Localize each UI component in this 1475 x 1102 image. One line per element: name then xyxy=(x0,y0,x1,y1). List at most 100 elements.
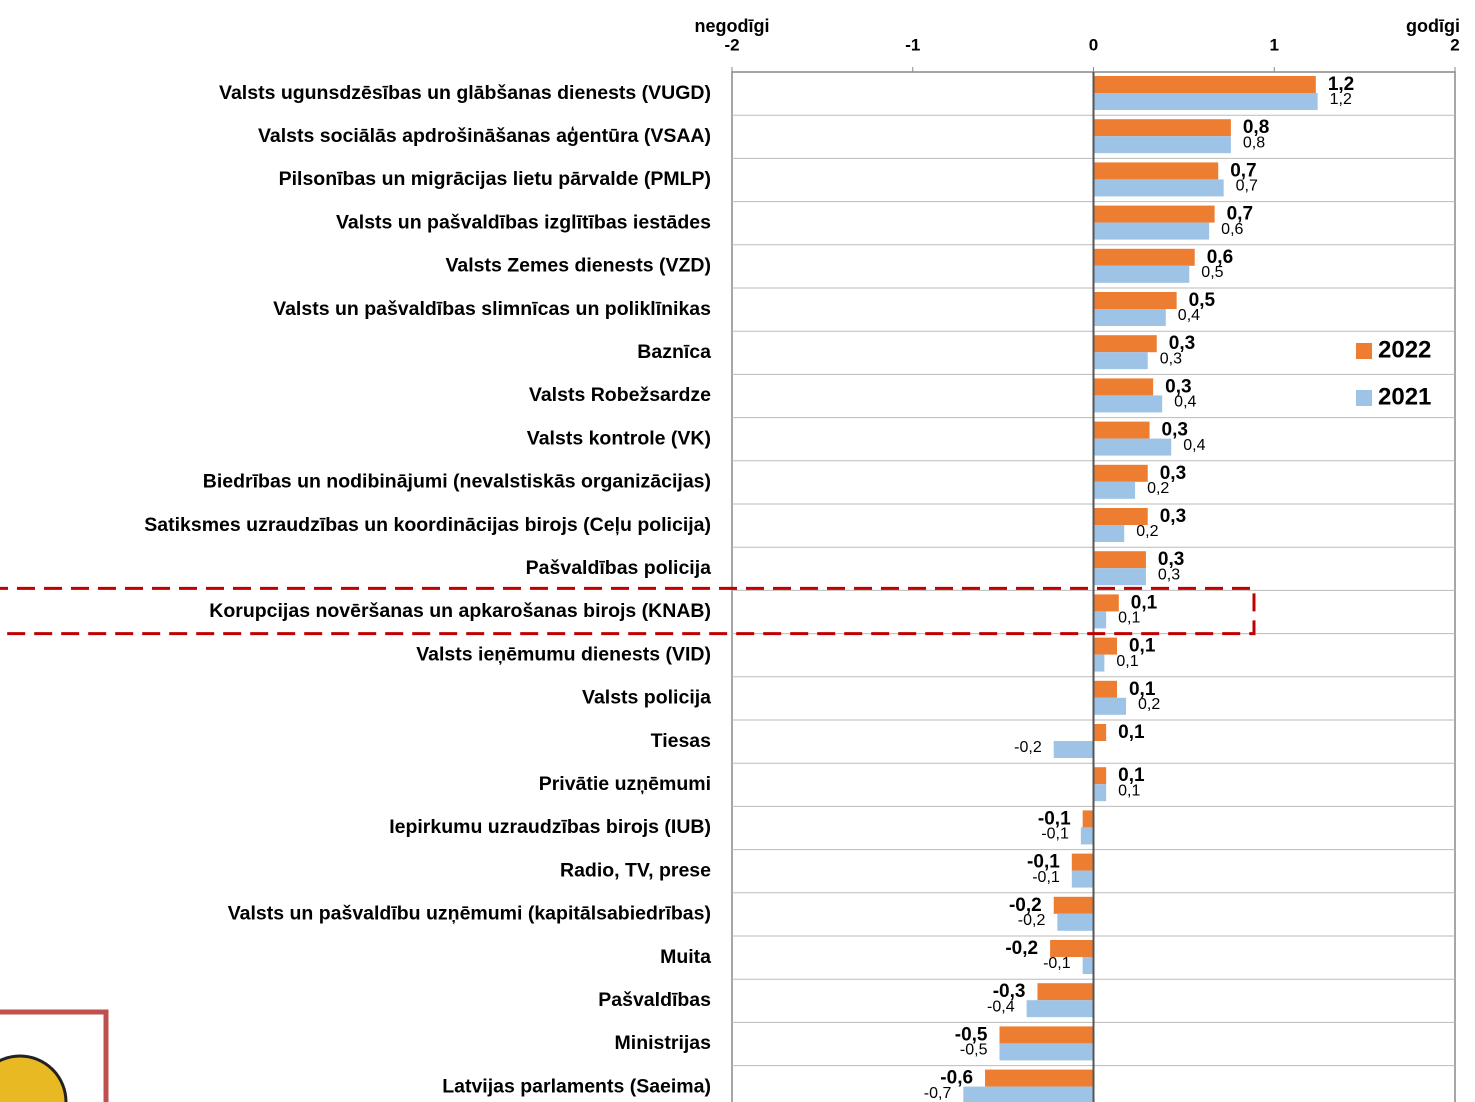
data-label: -0,4 xyxy=(987,998,1015,1015)
data-label: 0,3 xyxy=(1165,376,1191,397)
data-label: 0,3 xyxy=(1158,566,1180,583)
category-label: Radio, TV, prese xyxy=(560,859,711,881)
category-label: Valsts policija xyxy=(582,687,711,709)
data-label: 0,3 xyxy=(1162,420,1188,441)
legend-swatch xyxy=(1356,343,1372,359)
category-label: Pašvaldības xyxy=(598,989,711,1011)
category-label: Iepirkumu uzraudzības birojs (IUB) xyxy=(389,816,711,838)
data-label: 0,7 xyxy=(1227,204,1253,225)
data-label: 0,1 xyxy=(1129,679,1156,700)
category-label: Latvijas parlaments (Saeima) xyxy=(442,1075,711,1097)
bar xyxy=(1053,741,1094,758)
data-label: 0,5 xyxy=(1189,290,1216,311)
bar xyxy=(1093,767,1107,785)
data-label: -0,1 xyxy=(1041,826,1069,843)
data-label: 0,4 xyxy=(1183,437,1205,454)
data-label: 0,4 xyxy=(1178,307,1200,324)
data-label: 0,1 xyxy=(1118,722,1145,743)
data-label: 0,2 xyxy=(1138,696,1160,713)
category-label: Valsts ieņēmumu dienests (VID) xyxy=(416,643,711,665)
bar xyxy=(1080,827,1094,845)
axis-label-left: negodīgi xyxy=(695,16,770,36)
data-label: 0,7 xyxy=(1230,160,1256,181)
bar xyxy=(1093,119,1231,137)
legend-label: 2022 xyxy=(1378,336,1431,363)
bar xyxy=(963,1086,1094,1102)
bar xyxy=(1093,724,1107,741)
data-label: 0,1 xyxy=(1118,765,1145,786)
data-label: 0,3 xyxy=(1169,333,1195,354)
data-label: -0,1 xyxy=(1032,869,1060,886)
bar xyxy=(1093,784,1107,802)
data-label: 0,8 xyxy=(1243,134,1265,151)
bar xyxy=(1071,853,1094,871)
bar xyxy=(1093,594,1119,612)
x-tick-label: -1 xyxy=(905,35,920,54)
data-label: 0,3 xyxy=(1160,350,1182,367)
x-tick-label: 2 xyxy=(1450,35,1459,54)
data-label: -0,5 xyxy=(960,1042,988,1059)
x-tick-label: -2 xyxy=(724,35,739,54)
bar xyxy=(1082,957,1094,974)
bar xyxy=(1093,654,1105,672)
bar xyxy=(1093,205,1215,223)
bar xyxy=(1082,810,1094,828)
data-label: 0,2 xyxy=(1136,523,1158,540)
category-label: Privātie uzņēmumi xyxy=(539,773,711,795)
bar xyxy=(1093,248,1195,266)
bar xyxy=(1093,680,1117,698)
data-label: -0,1 xyxy=(1038,808,1071,829)
bar xyxy=(985,1069,1094,1087)
data-label: 0,8 xyxy=(1243,117,1269,138)
category-label: Korupcijas novēršanas un apkarošanas bir… xyxy=(209,600,711,622)
bar xyxy=(999,1043,1094,1061)
data-label: -0,6 xyxy=(940,1068,973,1089)
bar xyxy=(1093,481,1136,499)
bar xyxy=(1093,179,1224,197)
data-label: 0,6 xyxy=(1221,221,1243,238)
bar xyxy=(1050,940,1094,957)
bar xyxy=(1093,568,1146,586)
highlight-box xyxy=(0,586,1256,636)
data-label: -0,7 xyxy=(924,1085,952,1102)
bar xyxy=(1093,222,1210,240)
bar xyxy=(1026,1000,1094,1018)
data-label: 0,1 xyxy=(1118,610,1140,627)
data-label: -0,1 xyxy=(1027,852,1060,873)
data-label: 0,1 xyxy=(1131,592,1158,613)
logo-emblem xyxy=(0,1054,68,1102)
bar xyxy=(1057,913,1094,931)
data-label: -0,2 xyxy=(1005,938,1038,959)
x-tick-label: 1 xyxy=(1270,35,1279,54)
bar xyxy=(1071,870,1094,888)
logo-frame xyxy=(0,1009,109,1102)
data-label: 0,5 xyxy=(1201,264,1223,281)
bar xyxy=(1093,378,1154,396)
bar xyxy=(1093,162,1219,180)
category-label: Valsts Robežsardze xyxy=(529,384,711,406)
bar xyxy=(1093,265,1190,283)
category-label: Ministrijas xyxy=(615,1032,712,1054)
category-label: Valsts un pašvaldības slimnīcas un polik… xyxy=(273,298,711,320)
data-label: -0,2 xyxy=(1014,739,1042,756)
x-tick-label: 0 xyxy=(1089,35,1098,54)
data-label: 0,1 xyxy=(1129,636,1156,657)
legend-swatch xyxy=(1356,390,1372,406)
data-label: -0,1 xyxy=(1043,955,1071,972)
data-label: 0,1 xyxy=(1116,653,1138,670)
bar xyxy=(999,1026,1094,1044)
data-label: -0,2 xyxy=(1018,912,1046,929)
category-label: Valsts un pašvaldību uzņēmumi (kapitālsa… xyxy=(228,903,711,925)
logo xyxy=(0,1009,109,1102)
legend-label: 2021 xyxy=(1378,383,1431,410)
category-label: Pilsonības un migrācijas lietu pārvalde … xyxy=(279,168,711,190)
data-label: 0,7 xyxy=(1236,178,1258,195)
data-label: 0,2 xyxy=(1147,480,1169,497)
bar xyxy=(1093,611,1107,629)
category-label: Tiesas xyxy=(651,730,712,752)
bar xyxy=(1037,983,1094,1001)
bar xyxy=(1093,438,1172,456)
category-label: Valsts ugunsdzēsības un glābšanas dienes… xyxy=(219,82,711,104)
bar xyxy=(1093,637,1117,655)
